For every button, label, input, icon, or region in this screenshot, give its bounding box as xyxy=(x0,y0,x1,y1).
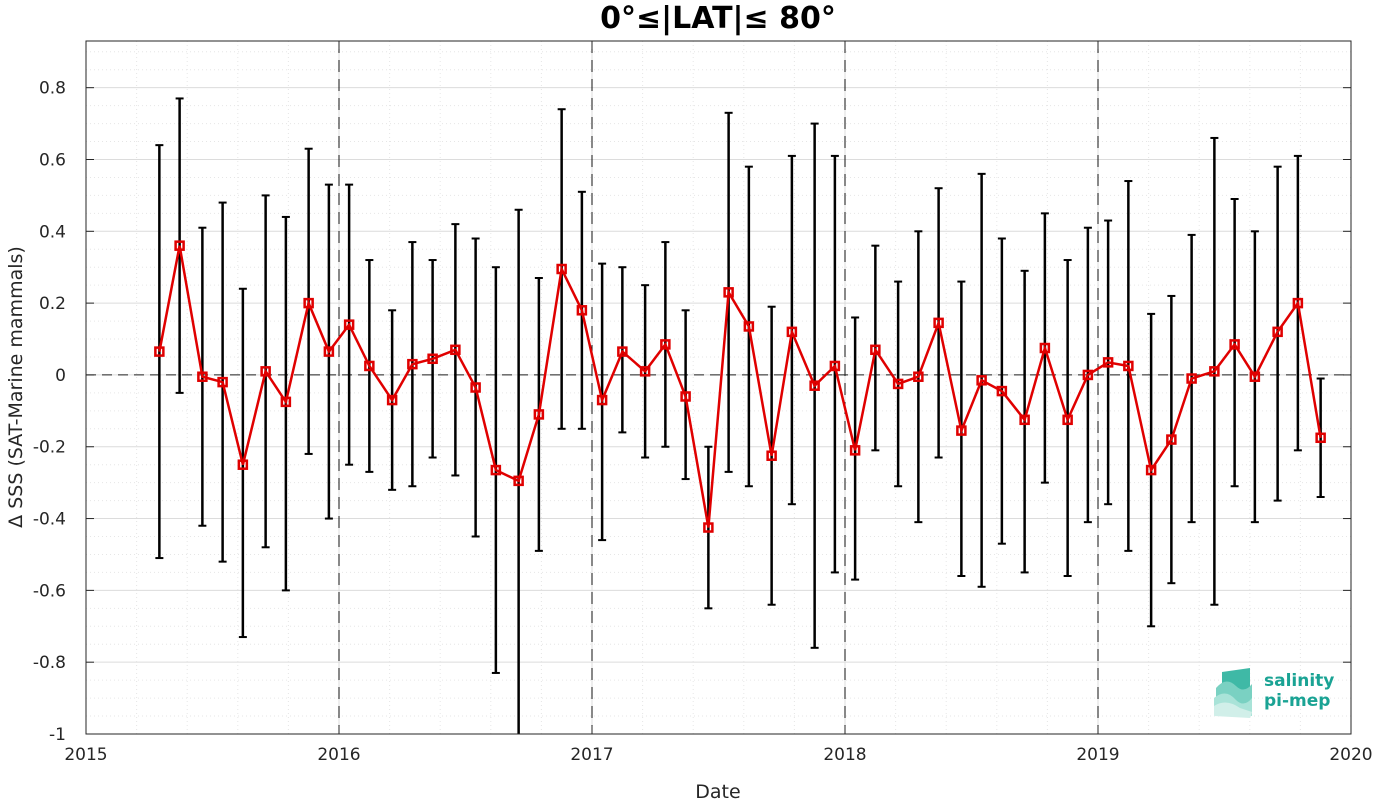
data-point xyxy=(1315,432,1326,444)
data-point xyxy=(892,378,904,390)
data-point xyxy=(1292,297,1304,309)
data-point xyxy=(576,305,588,316)
data-point xyxy=(996,385,1008,397)
data-point xyxy=(976,375,987,386)
data-point xyxy=(786,326,798,338)
data-point xyxy=(323,346,335,357)
y-tick-label: -0.4 xyxy=(33,510,66,530)
data-point xyxy=(556,263,567,275)
y-axis-label: Δ SSS (SAT-Marine mammals) xyxy=(5,246,27,528)
data-point xyxy=(450,344,461,356)
data-point xyxy=(1272,326,1283,338)
data-point xyxy=(513,475,524,487)
x-tick-label: 2018 xyxy=(823,745,866,765)
logo-text-salinity: salinity xyxy=(1264,671,1334,691)
data-point xyxy=(1039,342,1051,354)
y-tick-label: 0.8 xyxy=(39,79,66,99)
salinity-pi-mep-logo: salinity pi-mep xyxy=(1214,668,1334,718)
data-point xyxy=(913,371,924,382)
data-point xyxy=(237,459,249,470)
data-point xyxy=(743,321,755,332)
x-axis-label: Date xyxy=(695,781,740,801)
y-tick-label: 0 xyxy=(55,366,66,386)
logo-text-pimep: pi-mep xyxy=(1264,691,1330,711)
data-point xyxy=(703,522,714,533)
data-point xyxy=(1249,371,1261,382)
data-point xyxy=(639,366,651,377)
y-tick-label: -1 xyxy=(49,725,66,745)
x-tick-label: 2016 xyxy=(317,745,360,765)
data-point xyxy=(1166,434,1177,445)
data-point xyxy=(933,317,944,329)
chart-title: 0°≤|LAT|≤ 80° xyxy=(600,1,836,36)
x-tick-label: 2017 xyxy=(570,745,613,765)
data-point xyxy=(197,371,208,382)
data-point xyxy=(174,240,185,251)
y-tick-label: 0.6 xyxy=(39,150,66,170)
data-point xyxy=(870,344,881,356)
data-point xyxy=(1123,360,1134,372)
data-point xyxy=(280,396,292,408)
data-point xyxy=(809,380,820,391)
data-point xyxy=(1145,464,1157,476)
data-point xyxy=(154,346,165,357)
data-point xyxy=(723,287,734,298)
data-point xyxy=(470,382,481,393)
x-tick-label: 2020 xyxy=(1329,745,1372,765)
data-point xyxy=(596,394,608,406)
data-point xyxy=(217,376,228,388)
plot-frame xyxy=(85,40,1352,735)
data-point xyxy=(343,319,355,330)
x-tick-label: 2015 xyxy=(64,745,107,765)
year-separators xyxy=(338,41,1099,734)
data-point xyxy=(1209,366,1220,377)
data-point xyxy=(766,450,777,461)
data-point xyxy=(407,358,418,370)
x-axis-ticks: 2015 2016 2017 2018 2019 2020 xyxy=(64,41,1373,765)
data-point xyxy=(490,464,502,476)
series-markers xyxy=(154,240,1326,533)
data-point xyxy=(956,425,967,436)
data-point xyxy=(1229,339,1240,350)
y-axis-ticks: -1 -0.8 -0.6 -0.4 -0.2 0 0.2 0.4 0.6 0.8 xyxy=(33,79,1351,745)
y-tick-label: 0.4 xyxy=(39,222,66,242)
y-tick-label: -0.8 xyxy=(33,653,66,673)
data-point xyxy=(617,346,628,357)
data-point xyxy=(1062,414,1073,426)
data-point xyxy=(427,353,438,365)
data-point xyxy=(1019,414,1030,426)
data-point xyxy=(364,360,375,372)
data-point xyxy=(680,391,691,402)
wave-logo-icon xyxy=(1214,668,1252,718)
y-tick-label: 0.2 xyxy=(39,294,66,314)
y-tick-label: -0.6 xyxy=(33,581,66,601)
data-point xyxy=(1186,373,1197,384)
data-point xyxy=(533,409,545,420)
y-tick-label: -0.2 xyxy=(33,438,66,458)
data-point xyxy=(303,297,314,309)
data-point xyxy=(1082,369,1094,381)
data-point xyxy=(1102,357,1114,368)
data-point xyxy=(660,339,671,350)
plot-background xyxy=(86,41,1351,734)
x-tick-label: 2019 xyxy=(1076,745,1119,765)
data-point xyxy=(829,360,841,372)
data-point xyxy=(386,394,398,406)
data-point xyxy=(260,366,271,377)
data-point xyxy=(849,445,861,456)
